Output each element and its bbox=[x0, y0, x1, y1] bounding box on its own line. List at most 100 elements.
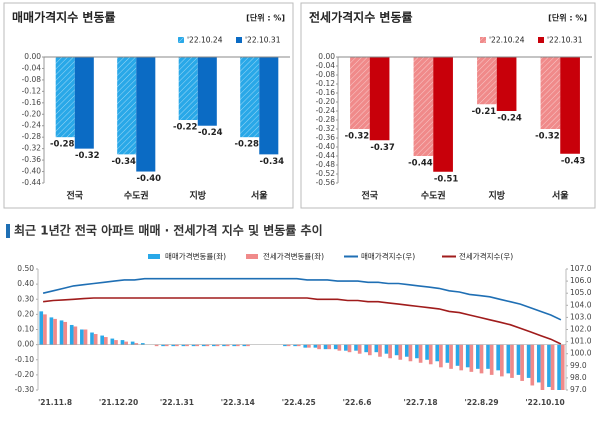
legend-swatch bbox=[178, 37, 184, 43]
y-tick-label: 0.10 bbox=[17, 325, 34, 334]
y2-tick-label: 99.0 bbox=[570, 361, 587, 370]
legend-label: '22.10.31 bbox=[547, 36, 583, 45]
bar bbox=[476, 344, 480, 369]
bar bbox=[100, 335, 104, 345]
value-label: -0.24 bbox=[497, 114, 522, 124]
bar bbox=[433, 57, 453, 172]
bar bbox=[80, 329, 84, 345]
bar bbox=[215, 344, 220, 347]
bar bbox=[178, 57, 198, 120]
legend-swatch bbox=[246, 254, 258, 259]
bar bbox=[560, 344, 565, 390]
bar bbox=[435, 344, 440, 362]
x-tick-label: '21.12.20 bbox=[99, 398, 138, 407]
bar bbox=[69, 324, 74, 345]
title-marker bbox=[6, 224, 10, 238]
value-label: -0.37 bbox=[370, 143, 395, 153]
y2-tick-label: 100.0 bbox=[570, 349, 592, 358]
bar bbox=[520, 344, 524, 381]
bar bbox=[333, 344, 338, 350]
bar bbox=[369, 57, 390, 141]
y-tick-label: -0.32 bbox=[316, 124, 336, 133]
bar bbox=[347, 344, 352, 353]
bar bbox=[117, 57, 137, 155]
bar bbox=[368, 344, 372, 356]
bar bbox=[560, 57, 580, 154]
y-tick-label: -0.36 bbox=[316, 133, 336, 142]
y-tick-label: -0.16 bbox=[22, 98, 42, 107]
value-label: -0.32 bbox=[535, 132, 560, 142]
bar bbox=[130, 341, 135, 345]
value-label: -0.40 bbox=[137, 174, 162, 184]
x-tick-label: 전국 bbox=[361, 190, 378, 202]
bar bbox=[197, 57, 217, 126]
x-tick-label: 지방 bbox=[189, 190, 206, 202]
x-tick-label: 수도권 bbox=[124, 190, 149, 202]
x-tick-label: 서울 bbox=[552, 190, 569, 202]
bar bbox=[303, 344, 308, 348]
bar bbox=[327, 344, 332, 350]
bar bbox=[55, 57, 75, 138]
value-label: -0.34 bbox=[260, 157, 285, 167]
bar bbox=[540, 344, 545, 390]
unit-label: [단위 : %] bbox=[548, 13, 587, 23]
bar bbox=[418, 344, 423, 363]
y-tick-label: 0.00 bbox=[318, 52, 335, 61]
bar bbox=[222, 344, 226, 347]
legend-label: '22.10.31 bbox=[245, 36, 281, 45]
y2-tick-label: 97.0 bbox=[570, 385, 587, 394]
bar bbox=[413, 57, 434, 156]
bar bbox=[394, 344, 399, 356]
bar bbox=[212, 344, 216, 347]
x-tick-label: 전국 bbox=[66, 190, 83, 202]
value-label: -0.34 bbox=[111, 157, 136, 167]
bar bbox=[469, 344, 474, 372]
bar bbox=[134, 343, 139, 345]
bar bbox=[455, 344, 460, 366]
bar bbox=[225, 344, 230, 347]
bar bbox=[374, 344, 379, 353]
bar bbox=[191, 344, 196, 347]
x-tick-label: '22.4.25 bbox=[282, 398, 316, 407]
bar bbox=[283, 344, 287, 347]
plot bbox=[39, 277, 565, 390]
bar bbox=[63, 321, 68, 345]
value-label: -0.44 bbox=[408, 159, 433, 169]
legend-swatch bbox=[148, 254, 160, 259]
value-label: -0.21 bbox=[472, 107, 497, 117]
x-tick-label: '21.11.8 bbox=[38, 398, 72, 407]
legend-swatch bbox=[538, 37, 544, 43]
bar bbox=[49, 317, 54, 345]
bar bbox=[486, 344, 490, 369]
bar bbox=[114, 340, 118, 345]
y-tick-label: -0.20 bbox=[316, 97, 336, 106]
bar bbox=[246, 344, 250, 347]
x-tick-label: 수도권 bbox=[421, 190, 446, 202]
bar bbox=[384, 344, 389, 354]
y2-tick-label: 106.0 bbox=[570, 276, 592, 285]
bar bbox=[124, 341, 128, 345]
value-label: -0.51 bbox=[434, 174, 459, 184]
y-tick-label: -0.10 bbox=[15, 355, 35, 364]
bar bbox=[398, 344, 403, 360]
bar bbox=[181, 344, 186, 347]
bar bbox=[479, 344, 484, 374]
y-tick-label: 0.00 bbox=[17, 340, 34, 349]
bar bbox=[500, 344, 504, 377]
bar bbox=[140, 343, 145, 345]
y-tick-label: -0.24 bbox=[316, 106, 336, 115]
bar bbox=[185, 344, 189, 347]
unit-label: [단위 : %] bbox=[246, 13, 285, 23]
line bbox=[43, 297, 562, 345]
y-tick-label: -0.28 bbox=[22, 132, 42, 141]
bar bbox=[536, 344, 541, 383]
x-tick-label: '22.6.6 bbox=[343, 398, 372, 407]
bar bbox=[449, 344, 453, 369]
bar bbox=[516, 344, 521, 375]
bar bbox=[364, 344, 368, 353]
bar bbox=[175, 344, 179, 347]
y-tick-label: -0.44 bbox=[22, 178, 42, 187]
bar bbox=[313, 344, 318, 348]
legend-label: 매매가격지수(우) bbox=[361, 251, 415, 261]
